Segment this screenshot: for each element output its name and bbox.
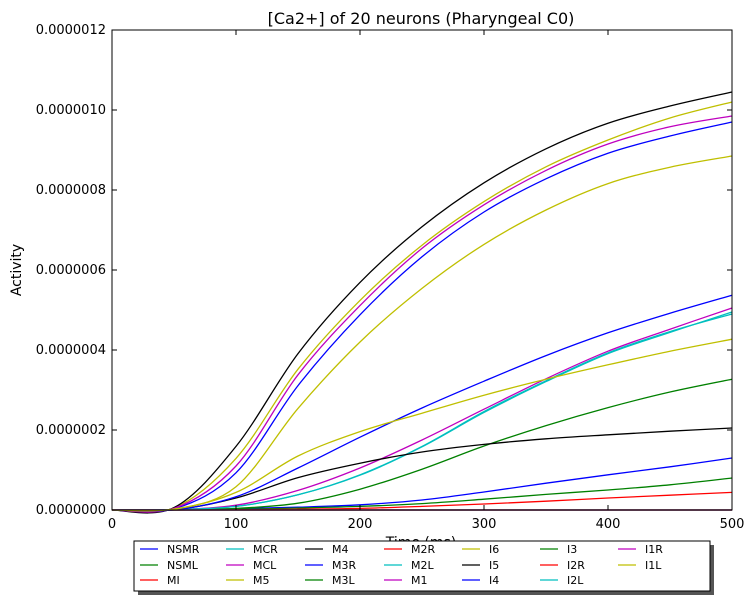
- legend-label-m3l: M3L: [332, 574, 355, 587]
- series-line-m3l: [111, 378, 733, 511]
- legend-label-mcl: MCL: [253, 559, 277, 572]
- series-line-i6: [111, 155, 733, 512]
- legend-label-m5: M5: [253, 574, 270, 587]
- y-tick-label: 0.0000006: [36, 263, 106, 278]
- legend-label-i5: I5: [489, 559, 499, 572]
- x-tick-label: 500: [720, 517, 745, 532]
- y-tick-label: 0.0000002: [36, 423, 106, 438]
- legend-label-i2r: I2R: [567, 559, 585, 572]
- legend-label-i2l: I2L: [567, 574, 584, 587]
- legend-label-i3: I3: [567, 543, 577, 556]
- series-line-m2l: [111, 311, 733, 511]
- x-tick-label: 400: [596, 517, 621, 532]
- y-tick-label: 0.0000000: [36, 503, 106, 518]
- series-line-m5: [111, 101, 733, 513]
- series-line-m1: [111, 115, 733, 513]
- series-line-i4: [111, 294, 733, 512]
- legend-items: NSMR NSML MI MCR MCL M5 M4 M3R M3L M2R M2L M1 I6 I5 I4…: [140, 543, 663, 587]
- legend-label-i6: I6: [489, 543, 499, 556]
- series-line-mcl: [111, 307, 733, 511]
- legend-label-mcr: MCR: [253, 543, 278, 556]
- x-tick-label: 100: [224, 517, 249, 532]
- legend-label-m2l: M2L: [411, 559, 434, 572]
- y-tick-label: 0.0000012: [36, 23, 106, 38]
- series-line-mcr: [111, 313, 733, 511]
- legend: NSMR NSML MI MCR MCL M5 M4 M3R M3L M2R M2L M1 I6 I5 I4…: [133, 540, 714, 595]
- x-tick-label: 300: [472, 517, 497, 532]
- x-tick-label: 200: [348, 517, 373, 532]
- y-axis-label: Activity: [9, 244, 25, 296]
- y-tick-label: 0.0000010: [36, 103, 106, 118]
- series-line-m3r: [111, 121, 733, 513]
- legend-label-mi: MI: [167, 574, 180, 587]
- legend-label-nsmr: NSMR: [167, 543, 200, 556]
- series-line-m4: [111, 91, 733, 514]
- axis-ticks: 0 100 200 300 400 500 0.0000000 0.0000002 0.0000…: [36, 23, 745, 532]
- legend-label-m3r: M3R: [332, 559, 356, 572]
- legend-label-i1l: I1L: [645, 559, 662, 572]
- legend-label-nsml: NSML: [167, 559, 199, 572]
- legend-label-m1: M1: [411, 574, 428, 587]
- series-line-mi: [111, 491, 733, 511]
- y-tick-label: 0.0000004: [36, 343, 106, 358]
- plot-frame: [111, 29, 733, 511]
- legend-label-m2r: M2R: [411, 543, 435, 556]
- legend-label-i1r: I1R: [645, 543, 663, 556]
- legend-label-m4: M4: [332, 543, 349, 556]
- x-tick-label: 0: [108, 517, 116, 532]
- chart-title: [Ca2+] of 20 neurons (Pharyngeal C0): [268, 9, 575, 28]
- legend-label-i4: I4: [489, 574, 499, 587]
- y-tick-label: 0.0000008: [36, 183, 106, 198]
- series-layer: [111, 91, 733, 514]
- series-line-i1l: [111, 338, 733, 512]
